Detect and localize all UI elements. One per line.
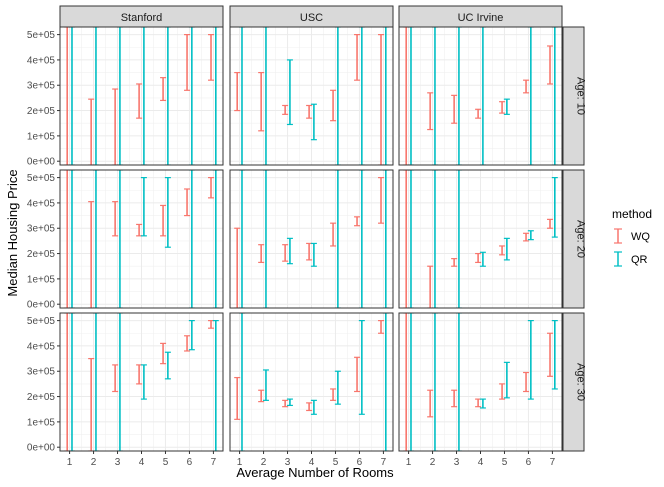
- column-strip-label: UC Irvine: [458, 12, 504, 24]
- x-tick-label: 6: [357, 457, 363, 468]
- panel-errorbars: [234, 313, 389, 451]
- panel-errorbars: [64, 170, 219, 308]
- y-axis-title: Median Housing Price: [5, 169, 20, 296]
- y-tick-label: 4e+05: [27, 198, 56, 209]
- x-tick-label: 2: [430, 457, 436, 468]
- panel-r1-c1: [229, 169, 394, 309]
- axes-layer: 0e+00 1e+05 2e+05 3e+05 4e+05 5e+05 0e+00 1e+05…: [27, 30, 556, 468]
- panel-r0-c1: [229, 26, 394, 166]
- row-strip-0: [562, 26, 585, 166]
- row-strip-label: Age: 10: [575, 77, 587, 115]
- x-tick-label: 4: [139, 457, 145, 468]
- y-tick-label: 3e+05: [27, 367, 56, 378]
- legend-items: WQ QR: [614, 228, 650, 267]
- row-strip-label: Age: 30: [575, 363, 587, 401]
- x-tick-label: 4: [309, 457, 315, 468]
- y-tick-label: 1e+05: [27, 131, 56, 142]
- panel-r2-c0: [59, 312, 224, 452]
- x-tick-label: 3: [115, 457, 121, 468]
- y-tick-label: 0e+00: [27, 443, 56, 454]
- y-tick-label: 5e+05: [27, 30, 56, 41]
- y-tick-label: 0e+00: [27, 157, 56, 168]
- column-strip-label: Stanford: [121, 12, 163, 24]
- panel-grid: [230, 27, 393, 165]
- x-tick-label: 4: [478, 457, 484, 468]
- column-strip-2: [398, 5, 563, 28]
- y-tick-label: 3e+05: [27, 224, 56, 235]
- column-strip-0: [59, 5, 224, 28]
- y-tick-label: 1e+05: [27, 417, 56, 428]
- y-tick-label: 1e+05: [27, 274, 56, 285]
- panel-grid: [399, 313, 562, 451]
- panel-grid: [399, 170, 562, 308]
- y-tick-label: 2e+05: [27, 249, 56, 260]
- panel-r1-c0: [59, 169, 224, 309]
- x-tick-label: 3: [454, 457, 460, 468]
- panel-errorbars: [403, 27, 558, 165]
- panel-errorbars: [64, 313, 219, 451]
- panel-r0-c0: [59, 26, 224, 166]
- row-strip-label: Age: 20: [575, 220, 587, 258]
- column-strip-1: [229, 5, 394, 28]
- panel-grid: [230, 313, 393, 451]
- y-tick-label: 2e+05: [27, 106, 56, 117]
- legend-label: WQ: [631, 231, 650, 243]
- row-strip-1: [562, 169, 585, 309]
- x-tick-label: 5: [163, 457, 169, 468]
- panel-grid: [60, 27, 223, 165]
- y-tick-label: 4e+05: [27, 55, 56, 66]
- panel-border: [398, 169, 563, 309]
- panel-errorbars: [64, 27, 219, 165]
- panel-grid: [399, 27, 562, 165]
- y-tick-label: 2e+05: [27, 392, 56, 403]
- panel-border: [229, 169, 394, 309]
- legend-label: QR: [631, 254, 648, 266]
- panel-r2-c1: [229, 312, 394, 452]
- panels-layer: [59, 26, 563, 452]
- x-tick-label: 1: [406, 457, 412, 468]
- panel-errorbars: [403, 170, 558, 308]
- x-tick-label: 5: [333, 457, 339, 468]
- panel-grid: [60, 313, 223, 451]
- x-tick-label: 6: [526, 457, 532, 468]
- y-tick-label: 5e+05: [27, 173, 56, 184]
- panel-r0-c2: [398, 26, 563, 166]
- column-strip-label: USC: [300, 12, 323, 24]
- x-tick-label: 1: [237, 457, 243, 468]
- x-tick-label: 7: [211, 457, 217, 468]
- panel-errorbars: [234, 170, 389, 308]
- strips-layer: Stanford USC UC Irvine Age: 10 Age: 20 Age: 3…: [59, 5, 587, 452]
- legend-title: method: [612, 207, 652, 221]
- x-tick-label: 2: [91, 457, 97, 468]
- y-tick-label: 4e+05: [27, 341, 56, 352]
- legend-item-QR: QR: [614, 251, 648, 267]
- x-tick-label: 3: [285, 457, 291, 468]
- x-tick-label: 1: [67, 457, 73, 468]
- y-tick-label: 3e+05: [27, 81, 56, 92]
- y-tick-label: 5e+05: [27, 316, 56, 327]
- x-axis-title: Average Number of Rooms: [236, 465, 394, 480]
- row-strip-2: [562, 312, 585, 452]
- legend-item-WQ: WQ: [614, 228, 650, 244]
- x-tick-label: 5: [502, 457, 508, 468]
- x-tick-label: 7: [381, 457, 387, 468]
- panel-border: [59, 169, 224, 309]
- x-tick-label: 2: [261, 457, 267, 468]
- panel-r1-c2: [398, 169, 563, 309]
- x-tick-label: 6: [187, 457, 193, 468]
- x-tick-label: 7: [550, 457, 556, 468]
- panel-errorbars: [234, 27, 389, 165]
- y-tick-label: 0e+00: [27, 300, 56, 311]
- panel-errorbars: [403, 313, 558, 451]
- panel-grid: [230, 170, 393, 308]
- panel-r2-c2: [398, 312, 563, 452]
- legend: method WQ QR: [612, 207, 652, 267]
